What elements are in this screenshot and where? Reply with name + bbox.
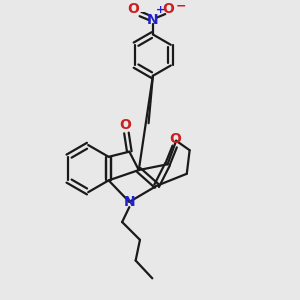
Text: O: O (163, 2, 175, 16)
Text: +: + (155, 5, 165, 15)
Text: O: O (169, 132, 181, 146)
Text: N: N (124, 195, 135, 209)
Text: N: N (147, 13, 159, 26)
Text: O: O (128, 2, 140, 16)
Text: O: O (119, 118, 131, 132)
Text: −: − (176, 0, 186, 13)
